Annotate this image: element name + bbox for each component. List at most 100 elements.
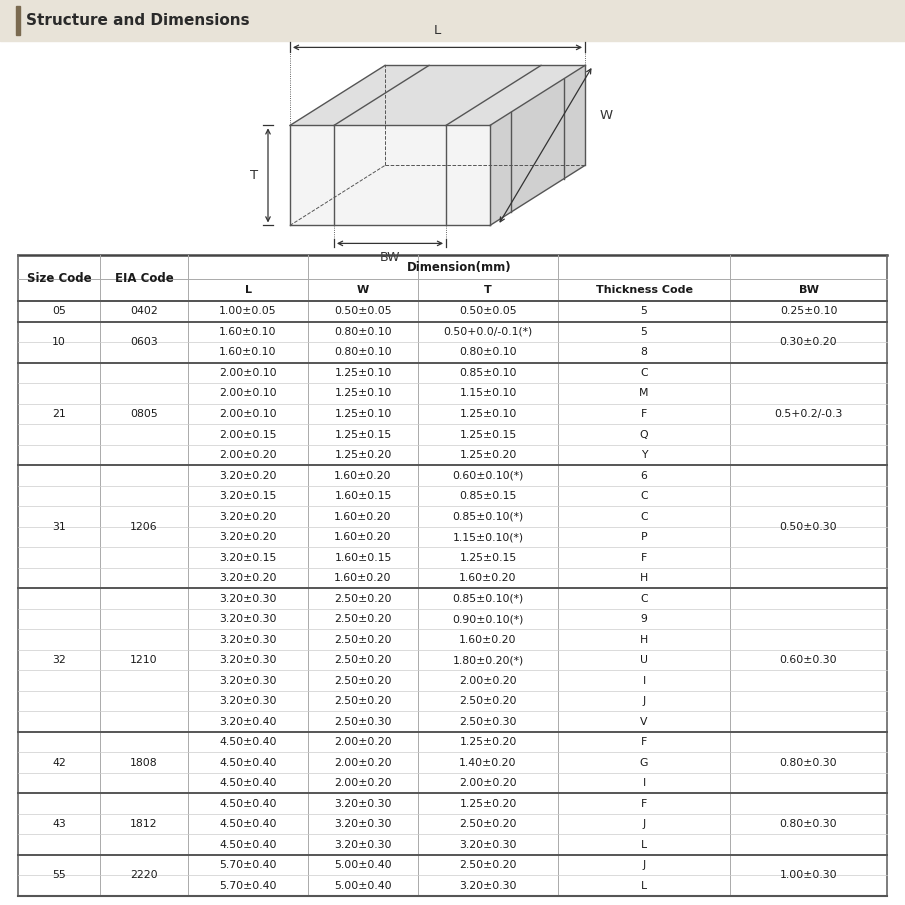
Text: 2.00±0.15: 2.00±0.15 — [219, 430, 277, 440]
Text: 2.00±0.20: 2.00±0.20 — [334, 757, 392, 767]
Text: W: W — [357, 285, 369, 295]
Text: 1.00±0.30: 1.00±0.30 — [780, 871, 837, 881]
Text: 5.70±0.40: 5.70±0.40 — [219, 860, 277, 871]
Text: 1808: 1808 — [130, 757, 157, 767]
Text: J: J — [643, 860, 645, 871]
Text: 3.20±0.30: 3.20±0.30 — [219, 655, 277, 665]
Text: 32: 32 — [52, 655, 66, 665]
Text: 9: 9 — [641, 614, 647, 624]
Text: 1.60±0.15: 1.60±0.15 — [334, 491, 392, 501]
Text: 3.20±0.30: 3.20±0.30 — [219, 634, 277, 644]
Text: H: H — [640, 634, 648, 644]
Text: 0.60±0.10(*): 0.60±0.10(*) — [452, 471, 524, 481]
Text: 2.50±0.20: 2.50±0.20 — [459, 696, 517, 706]
Text: 1.25±0.10: 1.25±0.10 — [334, 388, 392, 398]
Polygon shape — [290, 65, 585, 126]
Text: 0.80±0.30: 0.80±0.30 — [780, 757, 837, 767]
Text: 1.25±0.20: 1.25±0.20 — [460, 799, 517, 809]
Text: V: V — [640, 717, 648, 727]
Text: 1.60±0.20: 1.60±0.20 — [334, 471, 392, 481]
Text: 3.20±0.30: 3.20±0.30 — [334, 840, 392, 850]
Text: 2.50±0.20: 2.50±0.20 — [334, 676, 392, 686]
Text: 2.50±0.20: 2.50±0.20 — [459, 819, 517, 829]
Text: BW: BW — [380, 252, 400, 264]
Text: Dimension(mm): Dimension(mm) — [406, 261, 511, 273]
Text: 0.85±0.10(*): 0.85±0.10(*) — [452, 511, 524, 521]
Text: I: I — [643, 778, 645, 788]
Text: 4.50±0.40: 4.50±0.40 — [219, 757, 277, 767]
Text: C: C — [640, 368, 648, 378]
Text: C: C — [640, 491, 648, 501]
Text: 31: 31 — [52, 522, 66, 532]
Text: 1.60±0.20: 1.60±0.20 — [334, 573, 392, 583]
Text: 1.60±0.15: 1.60±0.15 — [334, 553, 392, 563]
Text: 5.00±0.40: 5.00±0.40 — [334, 860, 392, 871]
Text: 2.00±0.10: 2.00±0.10 — [219, 388, 277, 398]
Text: 1.25±0.20: 1.25±0.20 — [334, 450, 392, 460]
Text: 3.20±0.15: 3.20±0.15 — [219, 491, 277, 501]
Text: 3.20±0.20: 3.20±0.20 — [219, 532, 277, 542]
Text: 3.20±0.20: 3.20±0.20 — [219, 511, 277, 521]
Text: 2.50±0.20: 2.50±0.20 — [334, 614, 392, 624]
Text: 0.50±0.30: 0.50±0.30 — [780, 522, 837, 532]
Text: C: C — [640, 594, 648, 604]
Text: 5.70±0.40: 5.70±0.40 — [219, 881, 277, 891]
Text: Q: Q — [640, 430, 648, 440]
Text: 0.80±0.10: 0.80±0.10 — [459, 348, 517, 357]
Text: 0.60±0.30: 0.60±0.30 — [780, 655, 837, 665]
Text: 4.50±0.40: 4.50±0.40 — [219, 799, 277, 809]
Text: 1.60±0.20: 1.60±0.20 — [334, 532, 392, 542]
Text: 3.20±0.30: 3.20±0.30 — [219, 614, 277, 624]
Text: 1.25±0.15: 1.25±0.15 — [460, 553, 517, 563]
Text: 1.25±0.10: 1.25±0.10 — [460, 409, 517, 419]
Text: 1.00±0.05: 1.00±0.05 — [219, 307, 277, 317]
Text: 0.50±0.05: 0.50±0.05 — [334, 307, 392, 317]
Text: 2.50±0.30: 2.50±0.30 — [334, 717, 392, 727]
Text: 2.00±0.20: 2.00±0.20 — [219, 450, 277, 460]
Text: 0.30±0.20: 0.30±0.20 — [780, 338, 837, 348]
Text: I: I — [643, 676, 645, 686]
Text: 2.50±0.20: 2.50±0.20 — [334, 655, 392, 665]
Text: Structure and Dimensions: Structure and Dimensions — [26, 13, 250, 28]
Text: 1.25±0.20: 1.25±0.20 — [460, 450, 517, 460]
Text: 0402: 0402 — [130, 307, 157, 317]
Text: 2.50±0.30: 2.50±0.30 — [459, 717, 517, 727]
Text: 1206: 1206 — [130, 522, 157, 532]
Text: 0.50±0.05: 0.50±0.05 — [459, 307, 517, 317]
Text: 0.80±0.10: 0.80±0.10 — [334, 348, 392, 357]
Text: C: C — [640, 511, 648, 521]
Text: M: M — [639, 388, 649, 398]
Text: L: L — [641, 840, 647, 850]
Text: 3.20±0.20: 3.20±0.20 — [219, 471, 277, 481]
Text: Y: Y — [641, 450, 647, 460]
Text: H: H — [640, 573, 648, 583]
Text: 3.20±0.30: 3.20±0.30 — [459, 840, 517, 850]
Text: 1.15±0.10: 1.15±0.10 — [460, 388, 517, 398]
Text: 2.50±0.20: 2.50±0.20 — [334, 696, 392, 706]
Text: U: U — [640, 655, 648, 665]
Text: 3.20±0.30: 3.20±0.30 — [459, 881, 517, 891]
Text: 0.85±0.10(*): 0.85±0.10(*) — [452, 594, 524, 604]
Bar — [16, 6, 20, 34]
Text: 0.50+0.0/-0.1(*): 0.50+0.0/-0.1(*) — [443, 327, 533, 337]
Text: 4.50±0.40: 4.50±0.40 — [219, 738, 277, 748]
Text: 4.50±0.40: 4.50±0.40 — [219, 819, 277, 829]
Text: 3.20±0.30: 3.20±0.30 — [219, 594, 277, 604]
Text: 1.25±0.10: 1.25±0.10 — [334, 368, 392, 378]
Text: 43: 43 — [52, 819, 66, 829]
Text: 2.00±0.20: 2.00±0.20 — [459, 676, 517, 686]
Text: 3.20±0.30: 3.20±0.30 — [219, 696, 277, 706]
Text: 2.00±0.20: 2.00±0.20 — [334, 778, 392, 788]
Text: 1.60±0.20: 1.60±0.20 — [459, 634, 517, 644]
Text: 2.50±0.20: 2.50±0.20 — [334, 594, 392, 604]
Text: 05: 05 — [52, 307, 66, 317]
Text: 2.50±0.20: 2.50±0.20 — [334, 634, 392, 644]
Text: 4.50±0.40: 4.50±0.40 — [219, 778, 277, 788]
Text: L: L — [244, 285, 252, 295]
Text: L: L — [641, 881, 647, 891]
Text: 0.90±0.10(*): 0.90±0.10(*) — [452, 614, 524, 624]
Text: 0603: 0603 — [130, 338, 157, 348]
Text: J: J — [643, 696, 645, 706]
Text: 0805: 0805 — [130, 409, 157, 419]
Text: 1.60±0.20: 1.60±0.20 — [334, 511, 392, 521]
